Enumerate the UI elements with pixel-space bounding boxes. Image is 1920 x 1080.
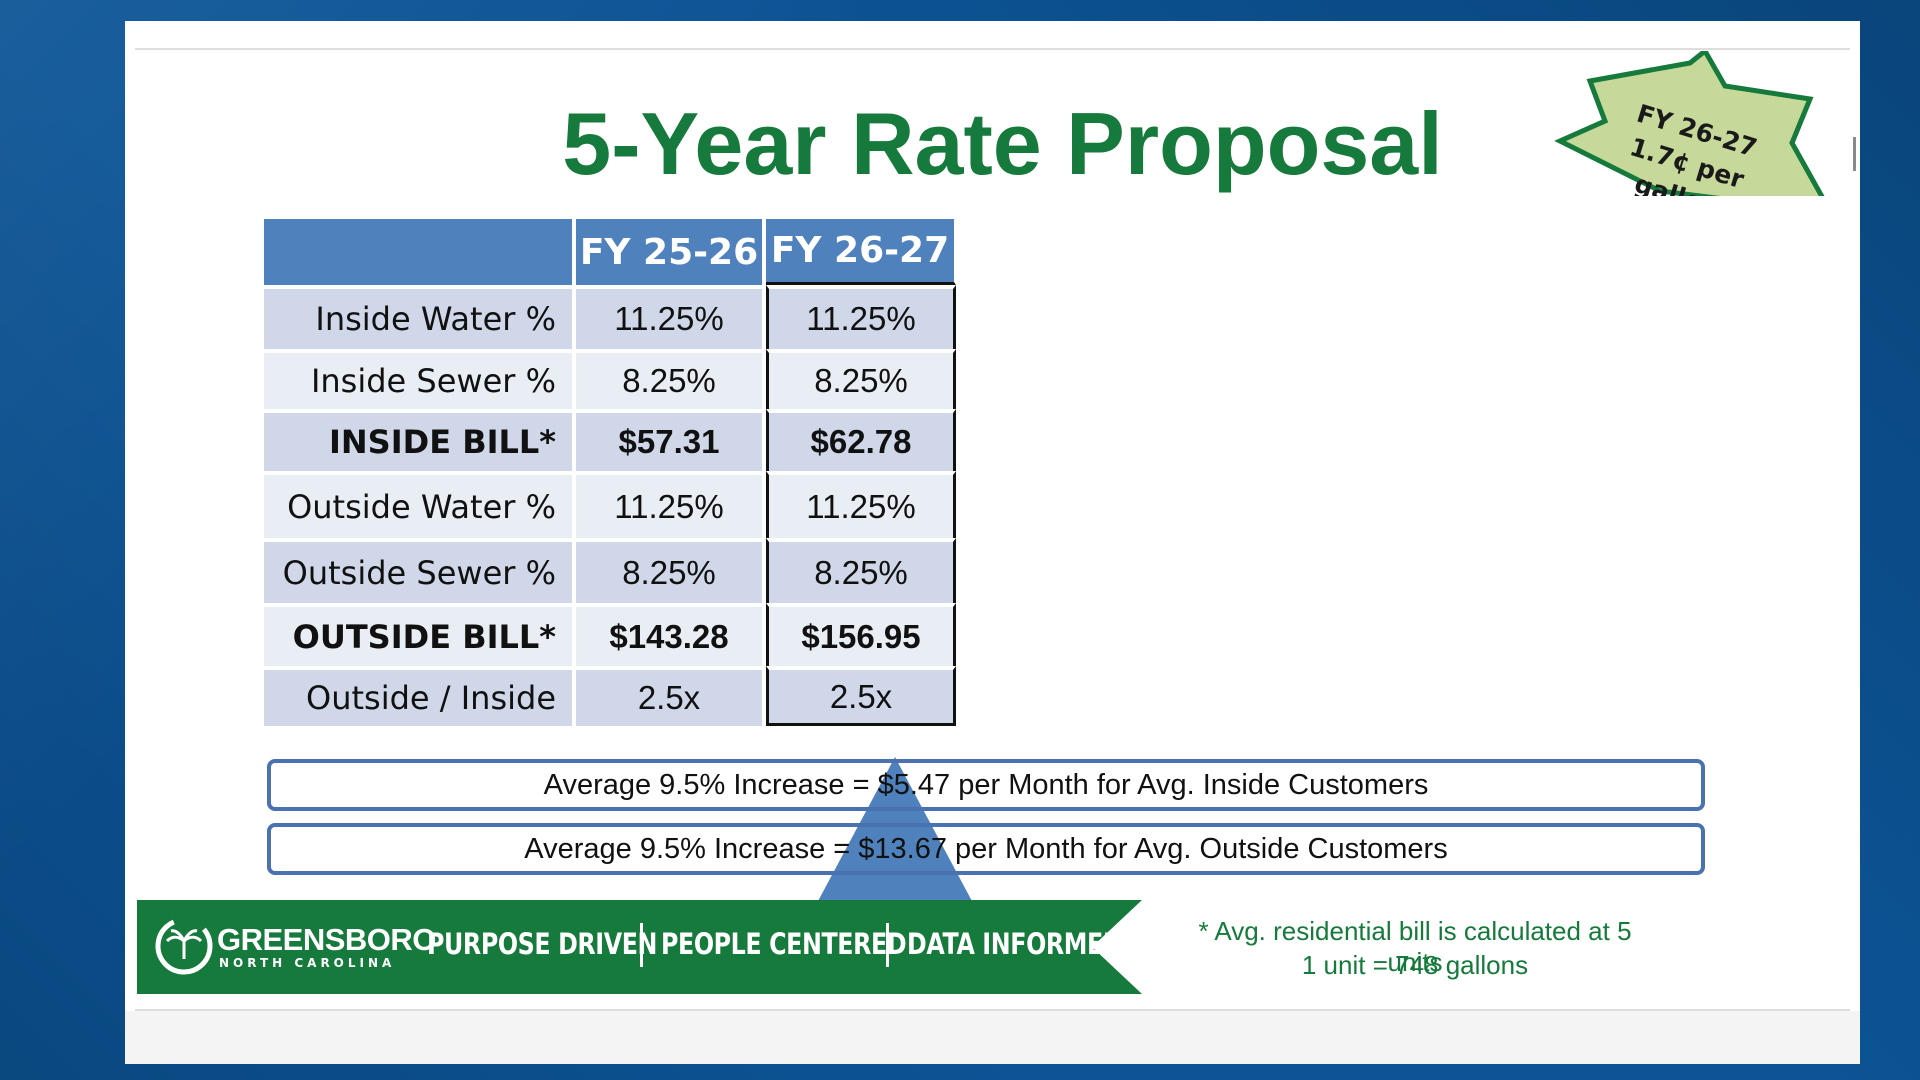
cell-fy26-27: 11.25% bbox=[766, 285, 956, 349]
slogan-divider bbox=[640, 923, 643, 967]
greensboro-logo-icon bbox=[155, 917, 213, 975]
cell-fy26-27: 8.25% bbox=[766, 538, 956, 603]
starburst-badge-icon bbox=[1554, 51, 1835, 215]
cell-fy25-26: 11.25% bbox=[576, 471, 766, 538]
bottom-divider bbox=[135, 1009, 1850, 1011]
slogan-purpose-driven: PURPOSE DRIVEN bbox=[427, 927, 658, 961]
rate-table: FY 25-26 FY 26-27 Inside Water % 11.25% … bbox=[264, 219, 956, 726]
logo-subtext: NORTH CAROLINA bbox=[219, 956, 396, 970]
table-row: Inside Sewer % 8.25% 8.25% bbox=[264, 349, 956, 409]
table-header-fy26-27: FY 26-27 bbox=[766, 219, 956, 285]
table-header-fy25-26: FY 25-26 bbox=[576, 219, 766, 285]
cell-fy25-26: 8.25% bbox=[576, 349, 766, 409]
cell-fy25-26: $143.28 bbox=[576, 603, 766, 666]
row-label: Inside Water % bbox=[264, 285, 576, 349]
scroll-handle bbox=[1853, 137, 1856, 171]
row-label: Outside Water % bbox=[264, 471, 576, 538]
table-row: Outside Sewer % 8.25% 8.25% bbox=[264, 538, 956, 603]
badge-overlap bbox=[1595, 196, 1860, 236]
cell-fy26-27: 2.5x bbox=[766, 666, 956, 726]
callout-outside-customers: Average 9.5% Increase = $13.67 per Month… bbox=[267, 823, 1705, 875]
row-label: OUTSIDE BILL* bbox=[264, 603, 576, 666]
slogan-data-informed: DATA INFORMED bbox=[907, 927, 1123, 961]
row-label: INSIDE BILL* bbox=[264, 409, 576, 471]
footnote-line-1: * Avg. residential bill is calculated at… bbox=[1198, 916, 1632, 977]
table-row: OUTSIDE BILL* $143.28 $156.95 bbox=[264, 603, 956, 666]
table-row: INSIDE BILL* $57.31 $62.78 bbox=[264, 409, 956, 471]
row-label: Inside Sewer % bbox=[264, 349, 576, 409]
cell-fy25-26: 8.25% bbox=[576, 538, 766, 603]
footnote-line-2: 1 unit = 748 gallons bbox=[1301, 950, 1529, 980]
slogan-people-centered: PEOPLE CENTERED bbox=[661, 927, 907, 961]
table-header-row: FY 25-26 FY 26-27 bbox=[264, 219, 956, 285]
cell-fy25-26: 2.5x bbox=[576, 666, 766, 726]
pointer-triangle-icon bbox=[817, 757, 973, 903]
callout-inside-customers: Average 9.5% Increase = $5.47 per Month … bbox=[267, 759, 1705, 811]
cell-fy26-27: 8.25% bbox=[766, 349, 956, 409]
slide-title: 5-Year Rate Proposal bbox=[562, 94, 1443, 193]
cell-fy26-27: $156.95 bbox=[766, 603, 956, 666]
slogan-divider bbox=[886, 923, 889, 967]
cell-fy25-26: 11.25% bbox=[576, 285, 766, 349]
top-divider bbox=[135, 48, 1850, 50]
table-row: Outside Water % 11.25% 11.25% bbox=[264, 471, 956, 538]
row-label: Outside / Inside bbox=[264, 666, 576, 726]
table-row: Inside Water % 11.25% 11.25% bbox=[264, 285, 956, 349]
footer-banner bbox=[137, 900, 1142, 994]
slide: 5-Year Rate Proposal FY 26-27 1.7¢ per g… bbox=[125, 21, 1860, 1064]
cell-fy26-27: $62.78 bbox=[766, 409, 956, 471]
cell-fy26-27: 11.25% bbox=[766, 471, 956, 538]
table-header-corner bbox=[264, 219, 576, 285]
bottom-band bbox=[125, 1011, 1860, 1064]
row-label: Outside Sewer % bbox=[264, 538, 576, 603]
cell-fy25-26: $57.31 bbox=[576, 409, 766, 471]
table-row: Outside / Inside 2.5x 2.5x bbox=[264, 666, 956, 726]
logo-text: GREENSBORO bbox=[217, 922, 436, 957]
